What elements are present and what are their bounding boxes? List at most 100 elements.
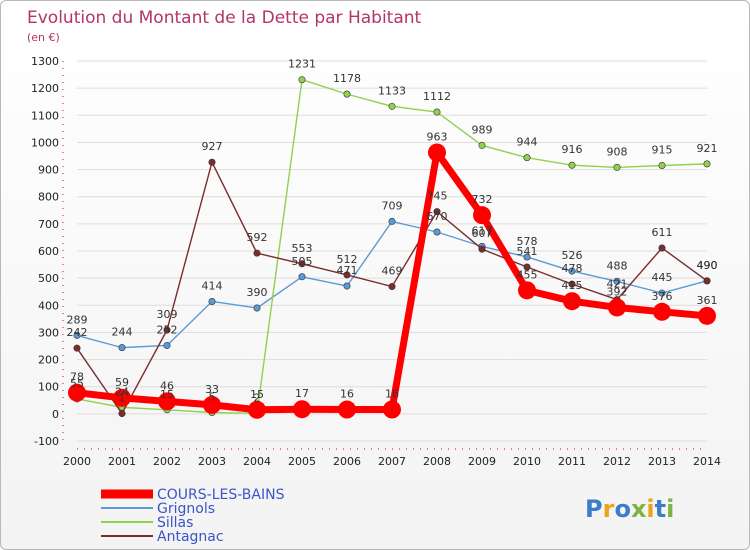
- data-label: 944: [517, 136, 538, 149]
- y-tick-label: 600: [38, 245, 59, 258]
- data-label: 17: [295, 387, 309, 400]
- data-point: [698, 306, 716, 325]
- data-label: 415: [562, 279, 583, 292]
- data-label: 607: [472, 227, 493, 240]
- data-point: [613, 163, 621, 171]
- data-label: 490: [697, 259, 718, 272]
- y-tick-label: 0: [52, 408, 59, 421]
- data-label: 526: [562, 249, 583, 262]
- data-point: [388, 217, 396, 225]
- logo-letter: i: [646, 495, 654, 523]
- y-tick-label: 300: [38, 326, 59, 339]
- grid-lines: [62, 60, 707, 450]
- y-tick-label: 100: [38, 381, 59, 394]
- data-label: 78: [70, 371, 84, 384]
- data-label: 908: [607, 145, 628, 158]
- data-label: 592: [247, 231, 268, 244]
- data-point: [433, 208, 441, 216]
- data-label: 390: [247, 286, 268, 299]
- unit-label: (en €): [27, 31, 60, 44]
- data-label: 490: [697, 259, 718, 272]
- data-label: 611: [652, 226, 673, 239]
- data-point: [658, 162, 666, 170]
- data-label: 1112: [423, 90, 451, 103]
- data-point: [428, 143, 446, 162]
- data-label: 392: [607, 285, 628, 298]
- y-tick-label: -100: [34, 435, 59, 448]
- data-point: [68, 383, 86, 402]
- data-point: [518, 281, 536, 300]
- y-tick-label: 500: [38, 272, 59, 285]
- y-tick-label: 400: [38, 299, 59, 312]
- data-point: [343, 90, 351, 98]
- data-point: [383, 400, 401, 419]
- logo-letter: r: [603, 495, 615, 523]
- logo-letter: P: [585, 495, 603, 523]
- data-label: 989: [472, 123, 493, 136]
- data-label: 617: [472, 224, 493, 237]
- data-point: [523, 154, 531, 162]
- data-label: 915: [652, 144, 673, 157]
- data-point: [298, 273, 306, 281]
- data-label: 709: [382, 199, 403, 212]
- data-label: 1133: [378, 84, 406, 97]
- data-label: 445: [652, 271, 673, 284]
- data-point: [568, 280, 576, 288]
- data-point: [568, 161, 576, 169]
- y-tick-label: 200: [38, 354, 59, 367]
- data-label: 24: [115, 385, 129, 398]
- legend-label: Antagnac: [157, 529, 224, 545]
- data-point: [338, 400, 356, 419]
- data-label: 16: [385, 388, 399, 401]
- data-point: [298, 260, 306, 268]
- proxiti-logo: Proxiti: [585, 495, 674, 523]
- data-point: [388, 283, 396, 291]
- chart-title: Evolution du Montant de la Dette par Hab…: [27, 8, 422, 28]
- data-label: 478: [562, 262, 583, 275]
- data-label: 553: [292, 242, 313, 255]
- data-label: 289: [67, 313, 88, 326]
- y-tick-label: 900: [38, 164, 59, 177]
- data-point: [608, 298, 626, 317]
- data-point: [298, 76, 306, 84]
- data-label: 16: [340, 388, 354, 401]
- data-point: [388, 102, 396, 110]
- x-axis-ticks: 2000 2001 2002 2003 2004 2005 2006 2007 2008 2009…: [63, 455, 721, 468]
- data-point: [203, 395, 221, 414]
- data-point: [473, 206, 491, 225]
- y-tick-label: 1200: [31, 82, 59, 95]
- data-point: [118, 410, 126, 418]
- data-label: 455: [517, 268, 538, 281]
- data-label: 471: [337, 264, 358, 277]
- data-label: 469: [382, 265, 403, 278]
- x-tick-label: 2011: [558, 455, 586, 468]
- data-label: 59: [115, 376, 129, 389]
- data-point: [703, 277, 711, 285]
- data-point: [73, 344, 81, 352]
- data-point: [113, 388, 131, 407]
- data-point: [158, 392, 176, 411]
- data-point: [253, 249, 261, 257]
- data-point: [563, 292, 581, 311]
- data-point: [613, 277, 621, 285]
- data-label: 512: [337, 253, 358, 266]
- x-tick-label: 2001: [108, 455, 136, 468]
- data-point: [658, 244, 666, 252]
- data-label: 732: [472, 193, 493, 206]
- data-label: 376: [652, 290, 673, 303]
- data-label: 55: [70, 377, 84, 390]
- data-label: 15: [160, 388, 174, 401]
- data-point: [433, 108, 441, 116]
- data-point: [73, 331, 81, 339]
- data-label: 1178: [333, 72, 361, 85]
- data-label: 242: [67, 326, 88, 339]
- data-label: 5: [209, 391, 216, 404]
- data-point: [208, 297, 216, 305]
- data-point: [658, 289, 666, 297]
- logo-letter: x: [631, 495, 647, 523]
- y-tick-label: 800: [38, 191, 59, 204]
